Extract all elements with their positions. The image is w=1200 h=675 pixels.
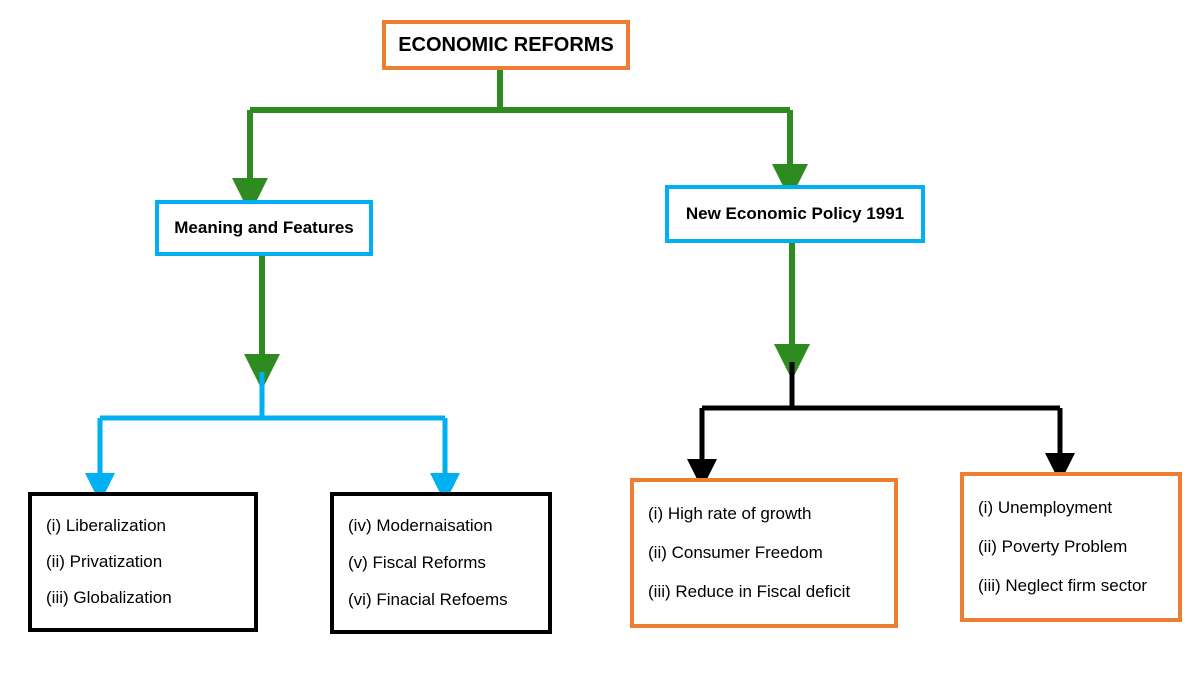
title-box: ECONOMIC REFORMS — [382, 20, 630, 70]
left-mid-text: Meaning and Features — [174, 218, 353, 238]
list-item: (iii) Reduce in Fiscal deficit — [648, 582, 880, 602]
list-item: (ii) Consumer Freedom — [648, 543, 880, 563]
right-mid-box: New Economic Policy 1991 — [665, 185, 925, 243]
list-item: (i) Unemployment — [978, 498, 1164, 518]
list-item: (v) Fiscal Reforms — [348, 553, 534, 573]
list-item: (vi) Finacial Refoems — [348, 590, 534, 610]
bottom-box-3: (i) Unemployment (ii) Poverty Problem (iii… — [960, 472, 1182, 622]
list-item: (ii) Poverty Problem — [978, 537, 1164, 557]
left-mid-box: Meaning and Features — [155, 200, 373, 256]
list-item: (iv) Modernaisation — [348, 516, 534, 536]
right-mid-text: New Economic Policy 1991 — [686, 204, 904, 224]
list-item: (iii) Neglect firm sector — [978, 576, 1164, 596]
bottom-box-0: (i) Liberalization (ii) Privatization (ii… — [28, 492, 258, 632]
list-item: (ii) Privatization — [46, 552, 240, 572]
bottom-box-1: (iv) Modernaisation (v) Fiscal Reforms (… — [330, 492, 552, 634]
list-item: (i) Liberalization — [46, 516, 240, 536]
title-text: ECONOMIC REFORMS — [398, 34, 614, 57]
list-item: (iii) Globalization — [46, 588, 240, 608]
list-item: (i) High rate of growth — [648, 504, 880, 524]
bottom-box-2: (i) High rate of growth (ii) Consumer Fre… — [630, 478, 898, 628]
